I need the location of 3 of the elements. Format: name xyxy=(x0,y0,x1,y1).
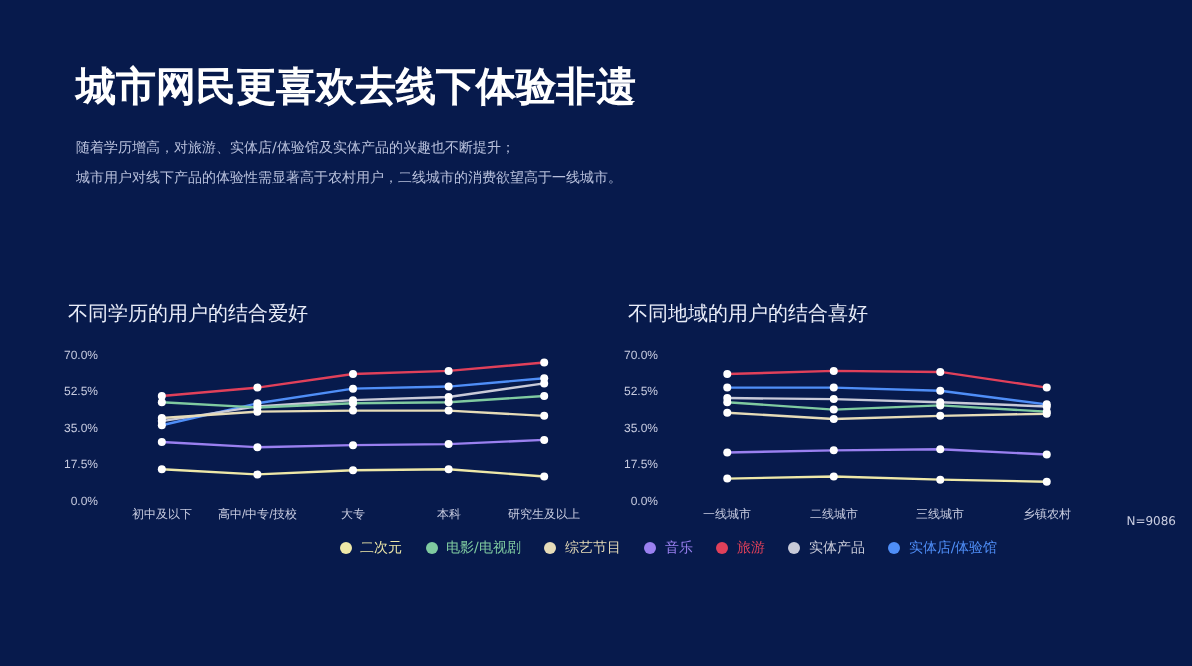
chart-title: 不同学历的用户的结合爱好 xyxy=(68,301,310,330)
chart-title: 不同地域的用户的结合喜好 xyxy=(628,301,870,330)
text: 城市网民更喜欢去线下体验非遗 xyxy=(76,60,638,114)
